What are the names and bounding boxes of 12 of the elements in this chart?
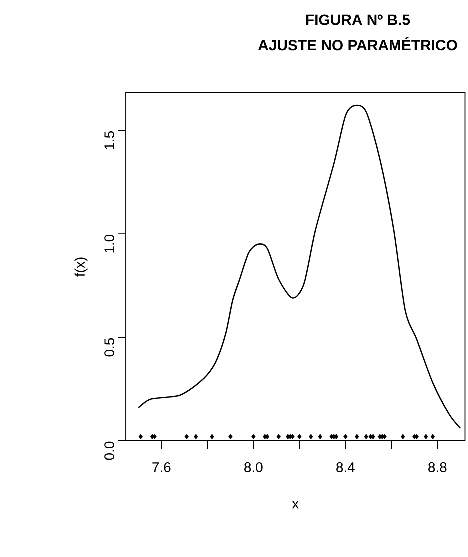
x-tick-label: 7.6: [152, 462, 171, 472]
x-tick-label: 8.0: [244, 462, 263, 472]
chart-title: FIGURA Nº B.5: [306, 14, 410, 26]
y-tick-label: 0.0: [104, 442, 114, 460]
chart-subtitle: AJUSTE NO PARAMÉTRICO: [258, 37, 458, 51]
y-tick-label: 0.5: [104, 338, 114, 357]
x-tick-label: 8.8: [428, 462, 447, 472]
y-tick-label: 1.0: [104, 234, 114, 253]
y-tick-label: 1.5: [104, 132, 114, 150]
x-axis-title: x: [292, 501, 299, 509]
x-tick-label: 8.4: [336, 462, 355, 472]
y-axis-title: f(x): [74, 258, 88, 277]
